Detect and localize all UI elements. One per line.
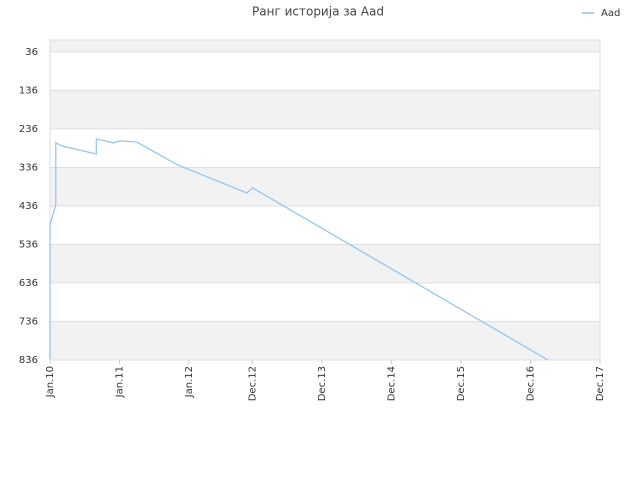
x-tick-label: Jan.11 bbox=[114, 366, 125, 398]
x-tick-label: Dec.17 bbox=[595, 366, 606, 401]
y-tick-label: 336 bbox=[19, 162, 38, 173]
legend-label: Aad bbox=[601, 8, 620, 19]
x-tick-label: Dec.15 bbox=[456, 366, 467, 401]
band bbox=[50, 244, 600, 283]
band bbox=[50, 40, 600, 52]
x-tick-label: Jan.10 bbox=[45, 366, 56, 398]
y-tick-label: 436 bbox=[19, 201, 38, 212]
x-tick-label: Dec.12 bbox=[248, 366, 259, 401]
y-tick-label: 736 bbox=[19, 316, 38, 327]
band bbox=[50, 90, 600, 129]
x-tick-label: Dec.14 bbox=[387, 366, 398, 401]
band bbox=[50, 321, 600, 360]
x-tick-label: Jan.12 bbox=[184, 366, 195, 398]
line bbox=[49, 138, 549, 361]
y-tick-label: 36 bbox=[25, 47, 38, 58]
y-tick-label: 836 bbox=[19, 355, 38, 366]
x-tick-label: Dec.16 bbox=[526, 366, 537, 401]
band bbox=[50, 167, 600, 206]
x-tick-label: Dec.13 bbox=[317, 366, 328, 401]
y-tick-label: 536 bbox=[19, 239, 38, 250]
chart-title: Ранг историја за Aad bbox=[252, 5, 384, 19]
y-tick-label: 136 bbox=[19, 85, 38, 96]
y-tick-label: 636 bbox=[19, 278, 38, 289]
y-tick-label: 236 bbox=[19, 124, 38, 135]
